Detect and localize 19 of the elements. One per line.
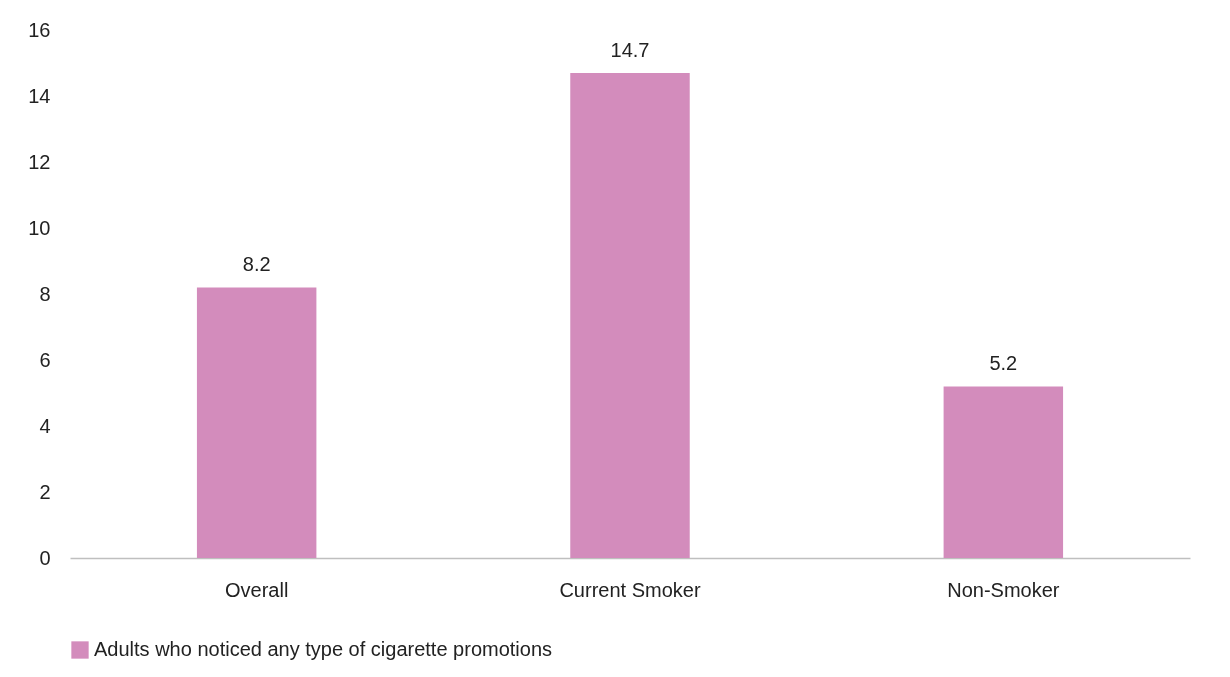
y-tick-label: 10 (28, 216, 51, 239)
legend-label: Adults who noticed any type of cigarette promotions (94, 638, 553, 660)
data-label: 14.7 (610, 38, 650, 61)
x-tick-label: Current Smoker (559, 578, 701, 601)
y-tick-label: 2 (39, 480, 51, 503)
x-tick-label: Overall (224, 578, 289, 601)
y-tick-label: 14 (28, 84, 51, 107)
y-tick-label: 16 (28, 18, 51, 41)
bar (196, 287, 317, 558)
data-label: 8.2 (242, 253, 271, 276)
x-tick-label: Non-Smoker (947, 578, 1060, 601)
y-tick-label: 8 (39, 282, 51, 305)
bar (570, 72, 690, 558)
data-label: 5.2 (989, 352, 1018, 375)
y-tick-label: 0 (39, 546, 51, 569)
bar (943, 386, 1064, 558)
y-tick-label: 12 (28, 150, 51, 173)
y-tick-label: 4 (39, 414, 51, 437)
y-tick-label: 6 (39, 348, 51, 371)
